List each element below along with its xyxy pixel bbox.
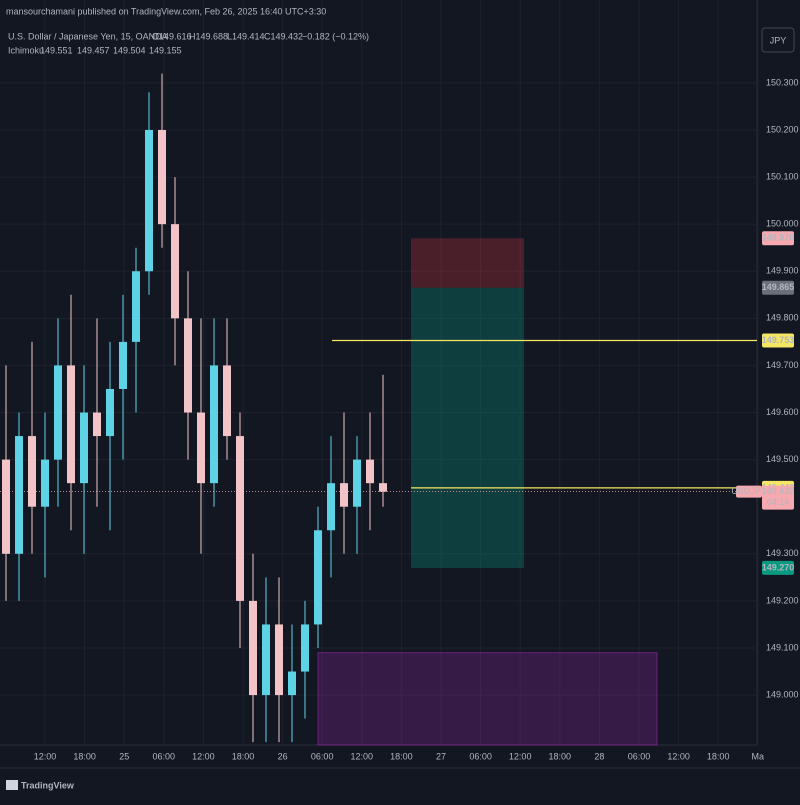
x-tick-label: 27 [436, 751, 446, 761]
y-tick-label: 149.100 [766, 642, 799, 652]
x-tick-label: 28 [594, 751, 604, 761]
candle-body [327, 483, 335, 531]
candle-body [171, 224, 179, 319]
candle-body [236, 436, 244, 601]
ohlc-open: O149.616 [152, 31, 192, 41]
price-tag-label: 149.970 [762, 233, 795, 243]
x-tick-label: 18:00 [707, 751, 730, 761]
ohlc-low: L149.414 [227, 31, 265, 41]
candle-body [340, 483, 348, 507]
x-tick-label: 06:00 [153, 751, 176, 761]
candle-body [67, 365, 75, 484]
price-tag-label: 149.753 [762, 335, 795, 345]
price-tag-label: 149.270 [762, 562, 795, 572]
x-tick-label: 06:00 [311, 751, 334, 761]
candle-body [249, 600, 257, 696]
candle-body [197, 412, 205, 484]
y-tick-label: 149.000 [766, 689, 799, 699]
candle-body [106, 388, 114, 437]
brand-logo [6, 780, 18, 790]
candle-body [262, 624, 270, 696]
price-tag [762, 231, 794, 246]
y-tick-label: 150.300 [766, 77, 799, 87]
y-tick-label: 149.900 [766, 266, 799, 276]
candle-body [119, 341, 127, 389]
candle-body [288, 671, 296, 696]
indicator-value: 149.457 [77, 45, 110, 55]
candle-body [2, 459, 10, 554]
price-tag-label: 149.865 [762, 282, 795, 292]
x-tick-label: 06:00 [469, 751, 492, 761]
price-tag [762, 333, 794, 348]
y-tick-label: 150.000 [766, 219, 799, 229]
candle-body [184, 318, 192, 413]
publisher: mansourchamani published on TradingView.… [6, 6, 326, 16]
x-tick-label: 06:00 [628, 751, 651, 761]
indicator-value: 149.155 [149, 45, 182, 55]
candle-body [145, 129, 153, 272]
y-tick-label: 149.800 [766, 313, 799, 323]
price-tag [762, 560, 794, 575]
x-tick-label: 18:00 [390, 751, 413, 761]
y-tick-label: 150.200 [766, 124, 799, 134]
y-tick-label: 150.100 [766, 171, 799, 181]
x-tick-label: 18:00 [232, 751, 255, 761]
candle-body [28, 436, 36, 507]
y-tick-label: 149.200 [766, 595, 799, 605]
candle-body [158, 129, 166, 225]
candle-body [314, 530, 322, 625]
candle-body [54, 365, 62, 460]
ohlc-high: H149.688 [189, 31, 228, 41]
indicator-value: 149.551 [40, 45, 73, 55]
countdown: 04:14 [767, 497, 790, 507]
y-tick-label: 149.300 [766, 548, 799, 558]
x-tick-label: 18:00 [73, 751, 96, 761]
x-tick-label: 26 [278, 751, 288, 761]
currency-button[interactable] [761, 27, 795, 53]
symbol-tag [736, 485, 762, 498]
x-tick-label: Ma [752, 751, 765, 761]
zone [317, 652, 658, 746]
x-tick-label: 18:00 [549, 751, 572, 761]
candle-body [353, 459, 361, 507]
symbol: U.S. Dollar / Japanese Yen, 15, OANDA [8, 31, 168, 41]
x-tick-label: 12:00 [667, 751, 690, 761]
candle-body [41, 459, 49, 507]
candle-body [80, 412, 88, 484]
x-tick-label: 25 [119, 751, 129, 761]
last-price-tag [762, 485, 794, 510]
ohlc-change: −0.182 (−0.12%) [302, 31, 369, 41]
y-tick-label: 149.600 [766, 407, 799, 417]
x-tick-label: 12:00 [351, 751, 374, 761]
candle-body [275, 624, 283, 696]
x-tick-label: 12:00 [509, 751, 532, 761]
y-tick-label: 149.700 [766, 360, 799, 370]
candle-body [132, 271, 140, 342]
candle-body [223, 365, 231, 437]
plot [0, 0, 759, 746]
x-tick-label: 12:00 [192, 751, 215, 761]
y-tick-label: 149.500 [766, 454, 799, 464]
price-tag [762, 280, 794, 295]
candle-body [15, 436, 23, 554]
symbol-tag-label: USDJPY [731, 486, 767, 496]
candle-body [210, 365, 218, 484]
last-price-label: 149.432 [762, 486, 795, 496]
indicator-value: 149.504 [113, 45, 146, 55]
candle-body [366, 459, 374, 484]
brand: TradingView [21, 780, 75, 790]
currency[interactable]: JPY [770, 35, 787, 45]
indicator: Ichimoku [8, 45, 44, 55]
ohlc-close: C149.432 [264, 31, 303, 41]
x-tick-label: 12:00 [34, 751, 57, 761]
candle-body [379, 483, 387, 492]
reward-box [411, 287, 524, 568]
candle-body [301, 624, 309, 672]
risk-box [411, 238, 524, 288]
candle-body [93, 412, 101, 437]
